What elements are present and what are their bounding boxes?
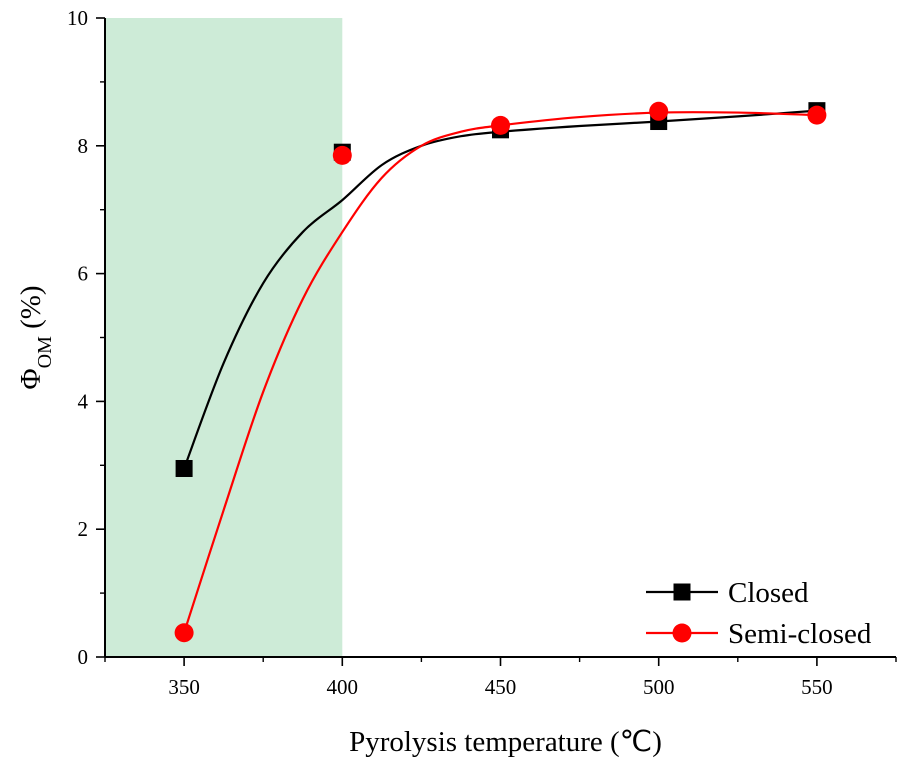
legend: Closed Semi-closed (646, 577, 872, 650)
x-tick-label: 450 (485, 675, 517, 699)
x-tick-label: 400 (327, 675, 359, 699)
x-tick-label: 550 (801, 675, 833, 699)
data-markers (174, 101, 827, 643)
data-point-semi-closed (491, 115, 510, 135)
legend-marker-closed (673, 583, 691, 601)
y-tick-label: 10 (67, 6, 88, 30)
data-point-semi-closed (649, 101, 669, 121)
legend-label-closed: Closed (728, 577, 809, 609)
data-point-semi-closed (174, 623, 194, 643)
y-tick-label: 6 (78, 262, 89, 286)
x-tick-label: 500 (643, 675, 675, 699)
legend-label-semi-closed: Semi-closed (728, 618, 872, 650)
x-tick-label: 350 (168, 675, 200, 699)
y-tick-label: 2 (78, 517, 89, 541)
y-axis-title: ΦOM (%) (15, 285, 56, 389)
y-tick-label: 8 (78, 134, 89, 158)
y-axis-title-subscript: OM (34, 336, 56, 368)
y-axis-title-unit: (%) (15, 285, 47, 336)
y-tick-label: 0 (78, 645, 89, 669)
highlight-region (105, 18, 343, 657)
data-point-semi-closed (807, 105, 827, 125)
y-tick-label: 4 (78, 389, 89, 413)
ticks: 350 400 450 500 550 0 2 4 6 8 10 (67, 6, 897, 699)
y-axis-title-symbol: Φ (15, 368, 47, 389)
data-point-closed (175, 459, 193, 477)
x-axis-title: Pyrolysis temperature (℃) (349, 726, 662, 758)
legend-marker-semi-closed (672, 623, 692, 643)
data-point-semi-closed (332, 145, 352, 165)
